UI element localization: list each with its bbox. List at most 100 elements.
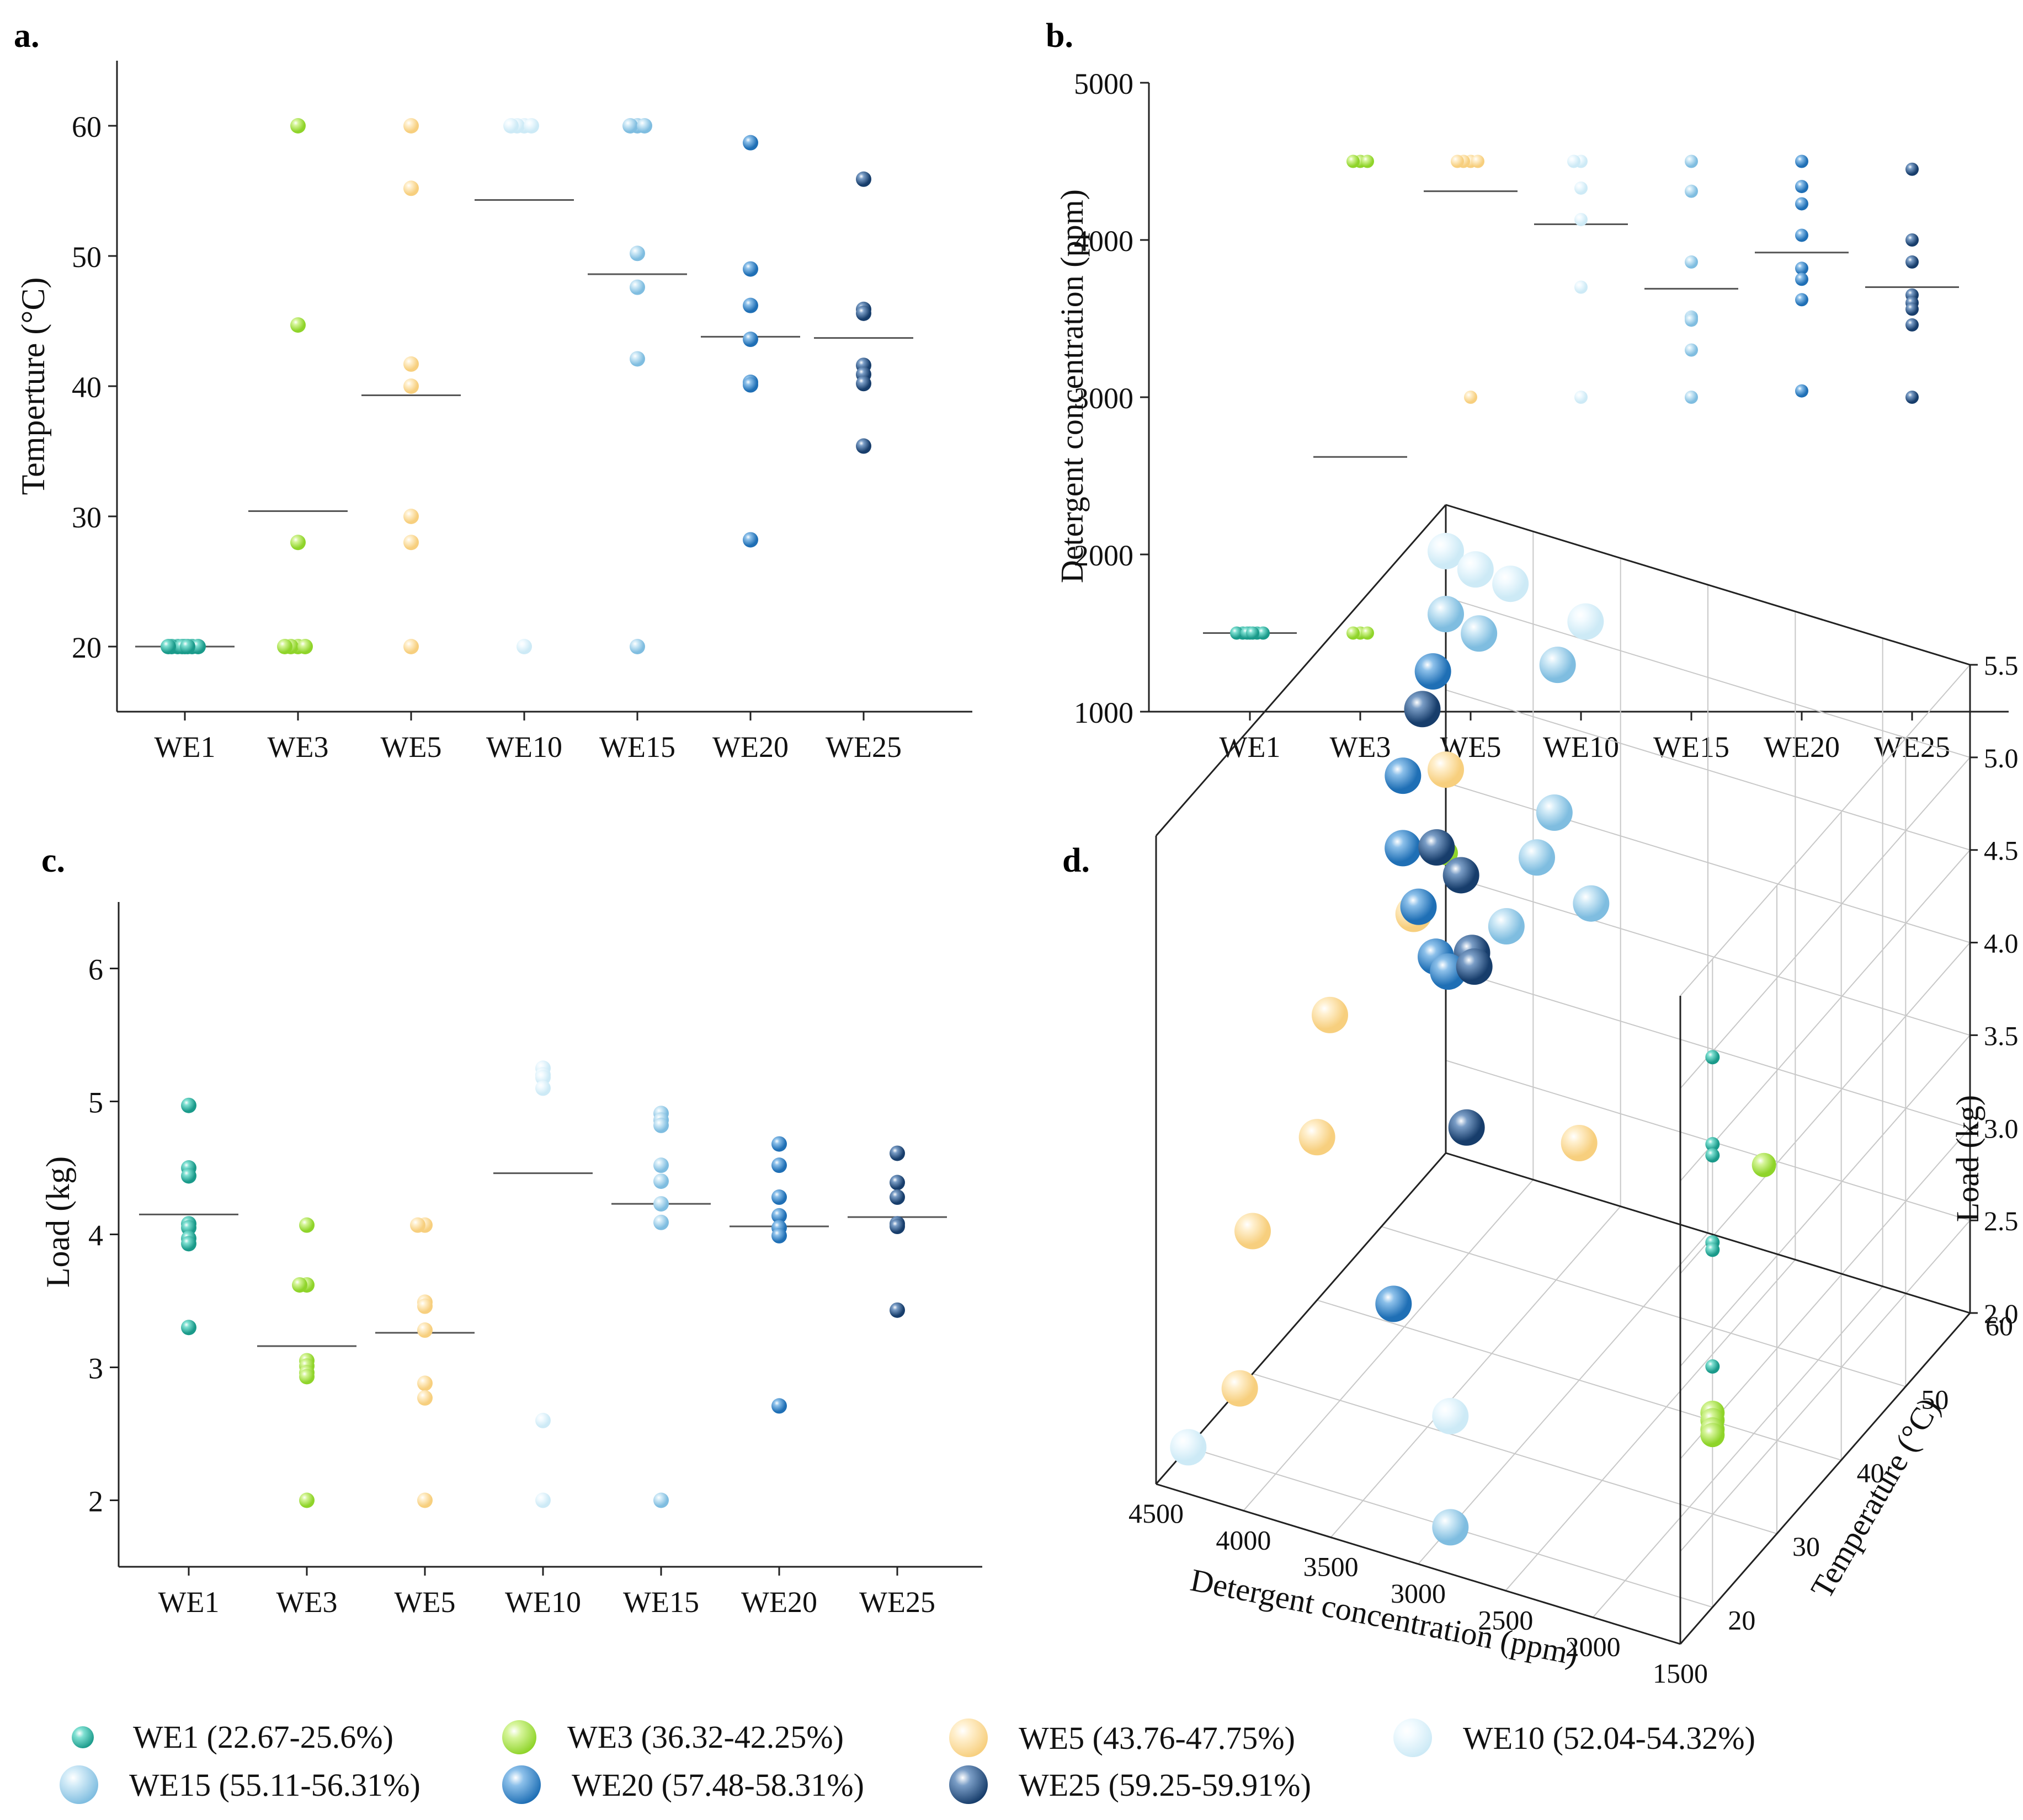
data-point	[1346, 626, 1360, 640]
data-point	[180, 639, 195, 654]
data-point	[1246, 626, 1259, 640]
data-point	[653, 1157, 669, 1173]
data-point	[771, 1208, 787, 1224]
data-point-3d	[1457, 551, 1494, 588]
data-point	[1685, 391, 1698, 404]
y-tick-label: 60	[72, 110, 102, 143]
data-point	[1795, 228, 1808, 242]
data-point	[630, 279, 645, 295]
data-point	[856, 305, 871, 321]
data-point	[630, 639, 645, 654]
panel-label-b: b.	[1046, 17, 1073, 55]
data-point	[1361, 626, 1374, 640]
data-point-3d	[1561, 1124, 1598, 1161]
grid-line	[1680, 664, 1971, 996]
x-tick-label: 3500	[1303, 1551, 1359, 1582]
data-point-3d	[1492, 565, 1529, 602]
data-point	[771, 1136, 787, 1152]
legend-item-we1: WE1 (22.67-25.6%)	[63, 1718, 393, 1755]
data-point-3d	[1488, 908, 1525, 944]
data-point	[890, 1189, 905, 1205]
data-point	[1574, 181, 1588, 195]
legend-marker	[1393, 1718, 1432, 1757]
z-tick-label: 2.0	[1984, 1298, 2019, 1329]
data-point	[653, 1196, 669, 1212]
legend: WE1 (22.67-25.6%) WE3 (36.32-42.25%) WE5…	[0, 1699, 2023, 1820]
data-point	[417, 1322, 433, 1338]
z-tick-label: 4.5	[1984, 835, 2019, 866]
data-point	[410, 1217, 425, 1233]
grid-line	[1445, 874, 1971, 1036]
data-point	[524, 118, 539, 134]
data-point	[181, 1320, 196, 1336]
x-tick-label: 4000	[1216, 1524, 1271, 1555]
y-tick-label: 20	[1728, 1604, 1755, 1635]
x-tick-label: WE5	[381, 730, 442, 764]
data-point	[181, 1236, 196, 1252]
data-point-3d	[1536, 794, 1573, 831]
y-tick-label: 30	[1792, 1531, 1820, 1562]
grid-line	[1445, 689, 1971, 851]
data-point-3d	[1461, 615, 1498, 652]
data-point	[1905, 255, 1919, 269]
data-point	[277, 639, 292, 654]
data-point	[1574, 212, 1588, 226]
y-tick-label: 3000	[1074, 382, 1133, 415]
y-tick-label: 40	[72, 371, 102, 404]
data-point-3d	[1432, 1397, 1469, 1434]
data-point-3d	[1428, 532, 1464, 569]
data-point-3d	[1705, 1050, 1720, 1065]
data-point	[181, 1220, 196, 1236]
data-point	[1685, 154, 1698, 168]
data-point-3d	[1705, 1359, 1720, 1374]
x-tick-label: WE1	[155, 730, 216, 764]
z-tick-label: 4.0	[1984, 928, 2019, 959]
legend-item-we20: WE20 (57.48-58.31%)	[502, 1765, 864, 1804]
y-tick-label: 2	[88, 1485, 103, 1518]
panel-label-c: c.	[41, 842, 65, 879]
x-tick-label: 2000	[1566, 1631, 1621, 1662]
data-point-3d	[1298, 1119, 1335, 1156]
data-point-3d	[1428, 751, 1464, 788]
y-tick-label: 50	[1921, 1384, 1949, 1415]
data-point	[535, 1412, 551, 1428]
data-point	[299, 1369, 315, 1385]
data-point-3d	[1414, 653, 1451, 690]
data-point-3d	[1705, 1137, 1720, 1152]
legend-item-we10: WE10 (52.04-54.32%)	[1393, 1718, 1755, 1757]
data-point	[622, 118, 638, 134]
legend-item-we3: WE3 (36.32-42.25%)	[502, 1718, 844, 1755]
data-point-3d	[1404, 691, 1441, 728]
x-tick-label: WE5	[395, 1586, 456, 1619]
data-point	[181, 1168, 196, 1184]
data-point	[290, 317, 306, 333]
data-point-3d	[1539, 647, 1576, 684]
x-tick-label: WE10	[1543, 730, 1619, 764]
x-tick-label: WE10	[486, 730, 562, 764]
legend-marker	[502, 1765, 541, 1804]
x-tick-label: WE3	[268, 730, 329, 764]
grid-line	[1505, 1259, 1796, 1591]
data-point-3d	[1456, 948, 1493, 985]
legend-label: WE1 (22.67-25.6%)	[133, 1719, 393, 1755]
data-point	[771, 1398, 787, 1414]
y-tick-label: 30	[72, 501, 102, 534]
x-tick-label: WE25	[826, 730, 902, 764]
data-point	[535, 1492, 551, 1508]
data-point	[1574, 280, 1588, 294]
y-tick-label: 60	[1985, 1310, 2013, 1341]
data-point	[743, 532, 758, 548]
data-point-3d	[1567, 603, 1604, 640]
panel-a-ylabel: Temperture (°C)	[15, 277, 51, 495]
data-point	[890, 1219, 905, 1235]
data-point	[403, 356, 419, 372]
y-tick-label: 40	[1857, 1458, 1884, 1488]
grid-line	[1680, 1034, 1971, 1367]
data-point	[653, 1214, 669, 1230]
data-point	[1795, 273, 1808, 286]
data-point	[637, 118, 652, 134]
y-tick-label: 5	[88, 1086, 103, 1119]
z-tick-label: 5.0	[1984, 743, 2019, 773]
x-tick-label: WE20	[1764, 730, 1840, 764]
data-point	[1464, 391, 1477, 404]
